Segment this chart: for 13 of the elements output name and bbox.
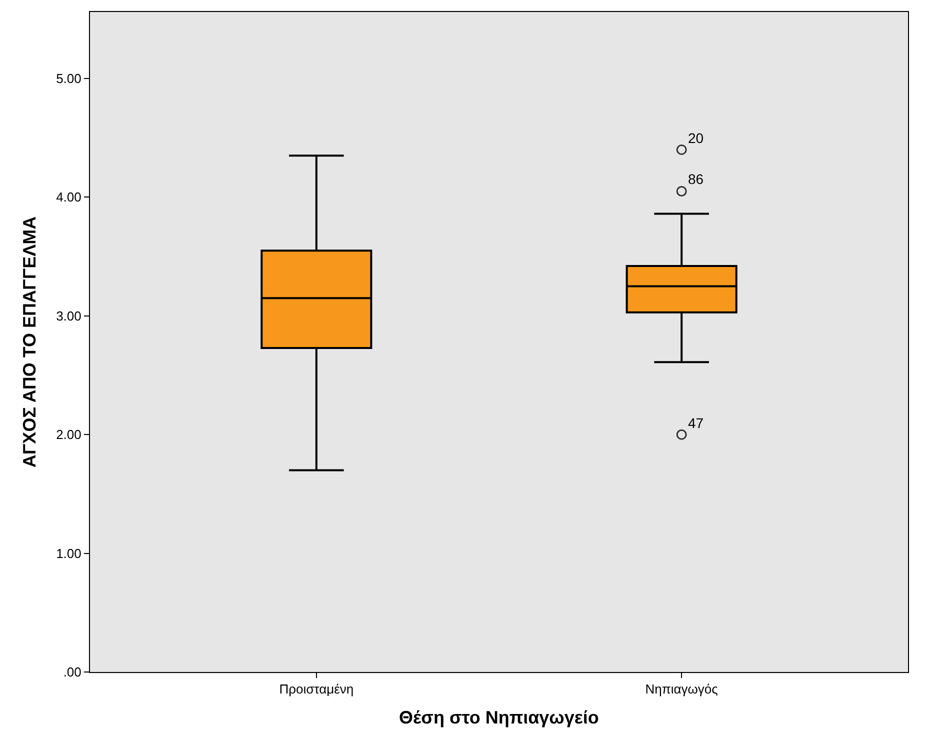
annotation: 20 bbox=[688, 130, 704, 146]
x-tick-label: Προισταμένη bbox=[279, 682, 354, 697]
y-tick-label: 5.00 bbox=[56, 71, 82, 86]
x-tick-label: Νηπιαγωγός bbox=[645, 682, 718, 697]
y-tick-label: 3.00 bbox=[56, 308, 82, 324]
y-tick-label: 2.00 bbox=[56, 427, 82, 442]
y-tick-label: 4.00 bbox=[56, 190, 82, 205]
annotation: 86 bbox=[688, 171, 704, 187]
y-axis-title: ΑΓΧΟΣ ΑΠΟ ΤΟ ΕΠΑΓΓΕΛΜΑ bbox=[19, 216, 40, 468]
annotation: 47 bbox=[688, 415, 704, 431]
y-tick-label: 1.00 bbox=[56, 546, 82, 561]
y-tick-label: .00 bbox=[63, 664, 82, 680]
x-axis-title: Θέση στο Νηπιαγωγείο bbox=[399, 708, 599, 728]
